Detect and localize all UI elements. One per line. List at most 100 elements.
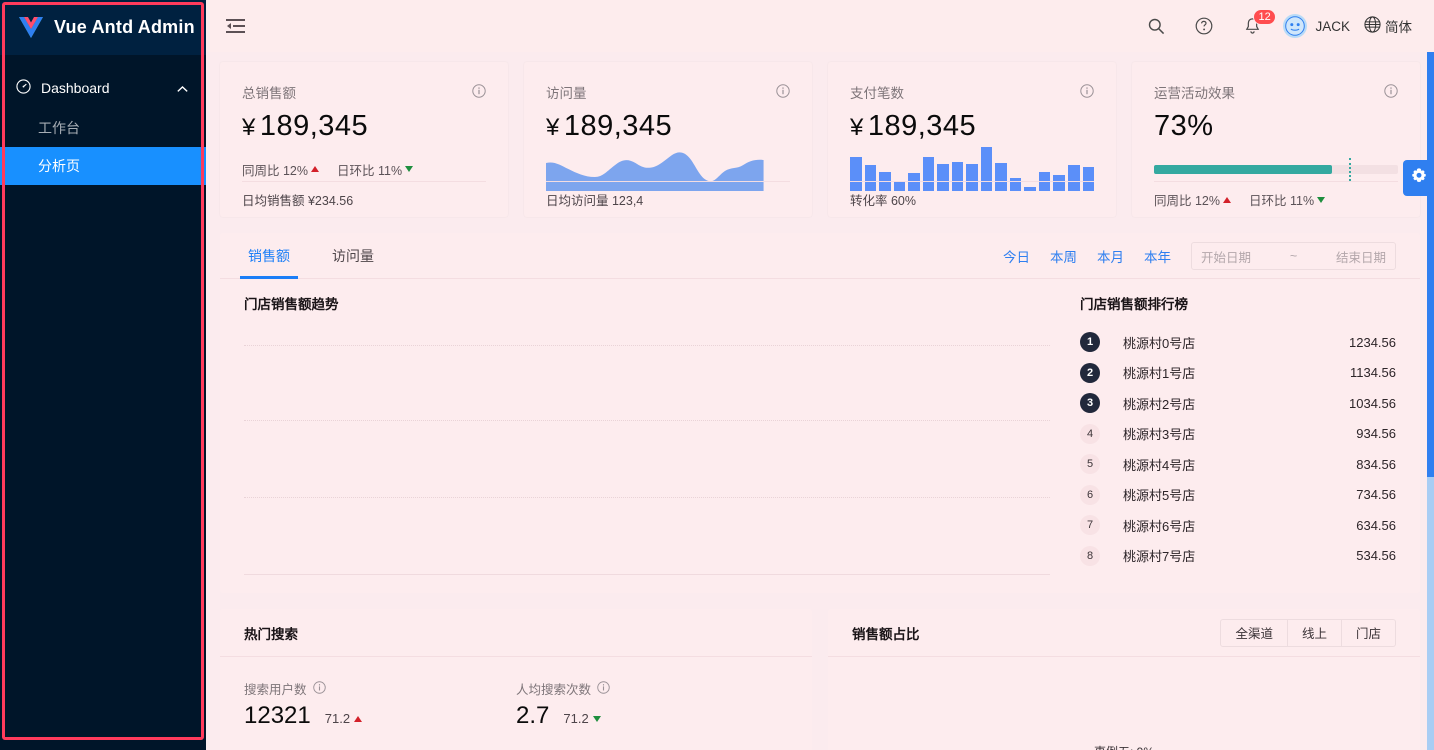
question-circle-icon[interactable] (1187, 9, 1221, 43)
page-scrollbar[interactable] (1427, 52, 1434, 750)
trend-label: 日环比 11% (337, 163, 403, 178)
channel-button-group: 全渠道 线上 门店 (1220, 618, 1396, 647)
bottom-cards-row: 热门搜索 搜索用户数 (220, 609, 1420, 750)
ranking-row[interactable]: 2 桃源村1号店 1134.56 (1080, 358, 1396, 389)
stat-card-campaign: 运营活动效果 73% (1132, 62, 1420, 217)
metric-value: 2.7 (516, 702, 550, 729)
ranking-row[interactable]: 1 桃源村0号店 1234.56 (1080, 327, 1396, 358)
filter-this-week[interactable]: 本周 (1050, 250, 1077, 265)
date-range-picker[interactable]: 开始日期 ~ 结束日期 (1191, 242, 1396, 270)
globe-icon (1364, 16, 1381, 36)
filter-this-year[interactable]: 本年 (1144, 250, 1171, 265)
start-date-input[interactable]: 开始日期 (1201, 250, 1252, 265)
range-separator: ~ (1289, 249, 1298, 263)
progress-target-tick (1349, 157, 1352, 181)
info-circle-icon[interactable] (1384, 83, 1398, 101)
sidebar: Vue Antd Admin Dashboard (0, 0, 206, 750)
info-circle-icon[interactable] (472, 83, 486, 101)
sidebar-item-workbench[interactable]: 工作台 (0, 109, 206, 147)
ranking-row[interactable]: 8 桃源村7号店 534.56 (1080, 541, 1396, 572)
filter-this-month[interactable]: 本月 (1097, 250, 1124, 265)
stat-card-value: ¥189,345 (850, 110, 1094, 143)
rank-store-name: 桃源村1号店 (1123, 366, 1196, 382)
ranking-row[interactable]: 7 桃源村6号店 634.56 (1080, 510, 1396, 541)
x-axis-line (244, 574, 1050, 575)
sales-share-card: 销售额占比 全渠道 线上 门店 事例五: 9% (828, 609, 1420, 750)
stat-card-footer: 转化率 60% (850, 181, 1094, 217)
end-date-input[interactable]: 结束日期 (1335, 250, 1386, 265)
info-circle-icon[interactable] (312, 680, 326, 697)
mini-bar (864, 165, 877, 191)
mini-bar (1067, 164, 1080, 191)
scrollbar-thumb[interactable] (1427, 52, 1434, 477)
info-circle-icon[interactable] (1080, 83, 1094, 101)
sidebar-item-analysis[interactable]: 分析页 (0, 147, 206, 185)
mini-bar (893, 181, 906, 191)
rank-value: 734.56 (1356, 487, 1396, 503)
filter-today[interactable]: 今日 (1003, 250, 1030, 265)
mini-bar (850, 156, 862, 191)
triangle-up-icon (354, 715, 363, 722)
sidebar-logo-title: Vue Antd Admin (54, 17, 195, 37)
sales-panel: 销售额 访问量 今日 本周 本月 本年 开始日期 ~ 结束日期 (220, 233, 1420, 593)
mini-bar (1082, 167, 1095, 191)
metric-label-text: 搜索用户数 (244, 683, 307, 697)
trend-label: 同周比 12% (1154, 194, 1220, 208)
info-circle-icon[interactable] (776, 83, 790, 101)
ranking-row[interactable]: 3 桃源村2号店 1034.56 (1080, 388, 1396, 419)
channel-all-button[interactable]: 全渠道 (1220, 618, 1288, 647)
mini-bar (1009, 177, 1022, 191)
rank-value: 1034.56 (1349, 395, 1396, 411)
trend-label: 同周比 12% (242, 163, 308, 178)
page-content: 总销售额 ¥189,345 (206, 52, 1434, 750)
user-menu[interactable]: JACK (1283, 14, 1350, 38)
rank-store-name: 桃源村5号店 (1123, 488, 1196, 504)
rank-badge: 4 (1080, 423, 1100, 444)
channel-store-button[interactable]: 门店 (1341, 618, 1396, 647)
trend-day: 日环比 11% (1249, 190, 1326, 209)
value-text: 189,345 (259, 110, 369, 142)
sidebar-item-label: Dashboard (41, 80, 110, 96)
gridline (244, 345, 1050, 346)
vue-logo-icon (18, 16, 44, 40)
tab-sales[interactable]: 销售额 (240, 246, 298, 279)
sidebar-subitem-label: 工作台 (38, 120, 80, 136)
delta-text: 71.2 (324, 711, 351, 726)
channel-online-button[interactable]: 线上 (1287, 618, 1342, 647)
rank-value: 1234.56 (1349, 334, 1396, 350)
ranking-list: 1 桃源村0号店 1234.56 2 桃源村1号店 1134.56 3 桃源村2号店 1034.… (1080, 327, 1396, 571)
campaign-progress (1154, 147, 1398, 191)
sidebar-item-dashboard[interactable]: Dashboard (0, 67, 206, 109)
tab-visits[interactable]: 访问量 (332, 248, 374, 264)
language-switcher[interactable]: 简体 (1364, 16, 1412, 36)
search-icon[interactable] (1139, 9, 1173, 43)
store-ranking-column: 门店销售额排行榜 1 桃源村0号店 1234.56 2 桃源村1号店 1134.56 3 桃源… (1058, 293, 1396, 575)
value-text: 189,345 (563, 110, 673, 142)
trend-week: 同周比 12% (242, 160, 319, 179)
pie-slice-label: 事例五: 9% (1094, 743, 1154, 750)
info-circle-icon[interactable] (597, 680, 610, 697)
sidebar-logo[interactable]: Vue Antd Admin (0, 0, 206, 55)
triangle-up-icon (1223, 196, 1231, 203)
stat-card-title: 访问量 (546, 86, 587, 101)
delta-text: 71.2 (563, 711, 589, 726)
ranking-row[interactable]: 4 桃源村3号店 934.56 (1080, 419, 1396, 450)
rank-store-name: 桃源村6号店 (1123, 518, 1196, 534)
bell-icon[interactable]: 12 (1235, 9, 1276, 43)
stat-card-value: ¥189,345 (242, 110, 486, 143)
trend-label: 日环比 11% (1249, 194, 1315, 208)
rank-store-name: 桃源村7号店 (1123, 549, 1196, 565)
stat-card-value: 73% (1154, 110, 1398, 143)
stat-card-title: 总销售额 (242, 86, 296, 101)
notification-badge: 12 (1253, 9, 1276, 25)
rank-badge: 5 (1080, 454, 1100, 475)
metric-value: 12321 (244, 702, 311, 729)
value-text: 73% (1154, 110, 1214, 142)
menu-fold-icon[interactable] (218, 9, 252, 43)
mini-bar (1024, 186, 1036, 191)
ranking-row[interactable]: 5 桃源村4号店 834.56 (1080, 449, 1396, 480)
rank-value: 934.56 (1356, 426, 1396, 442)
ranking-row[interactable]: 6 桃源村5号店 734.56 (1080, 480, 1396, 511)
card-title: 热门搜索 (244, 626, 298, 642)
